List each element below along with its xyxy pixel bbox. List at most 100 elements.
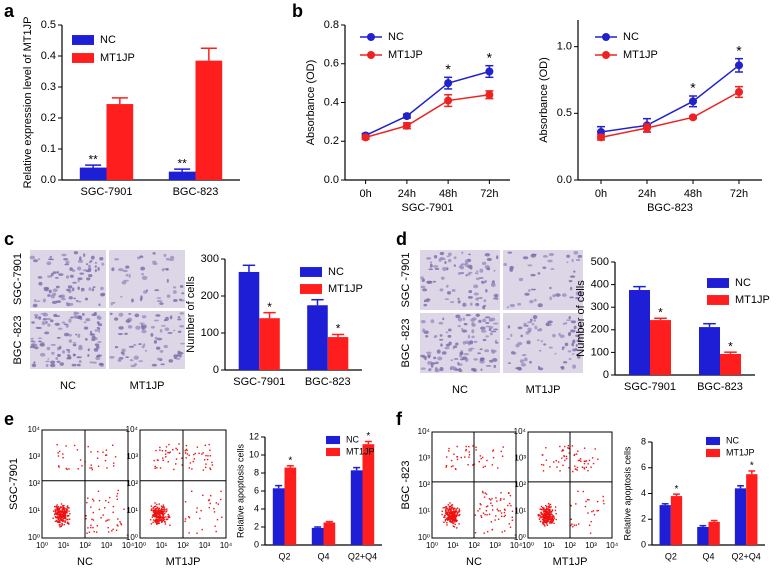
event-dot [93, 530, 95, 533]
event-dot [547, 517, 549, 519]
event-dot [564, 459, 566, 462]
cell-stain [549, 286, 552, 290]
event-dot [63, 504, 65, 507]
panel-label: d [396, 229, 407, 249]
event-dot [59, 516, 61, 518]
event-dot [449, 516, 451, 519]
event-dot [64, 514, 67, 517]
event-dot [464, 456, 466, 458]
cell-stain [85, 269, 92, 273]
event-dot [169, 451, 171, 453]
event-dot [163, 506, 165, 508]
event-dot [168, 516, 171, 518]
flow-tick-label: 10¹ [418, 507, 430, 516]
event-dot [592, 510, 595, 512]
cell-stain [73, 297, 77, 300]
flow-tick-label: 10³ [126, 452, 138, 461]
event-dot [68, 518, 71, 520]
cell-stain [46, 346, 51, 351]
event-dot [150, 508, 153, 510]
event-dot [112, 511, 114, 514]
bar [259, 318, 280, 370]
event-dot [545, 511, 548, 513]
event-dot [153, 459, 155, 462]
cell-stain [420, 320, 426, 324]
cell-stain [77, 333, 81, 338]
cell-stain [87, 354, 90, 357]
event-dot [544, 518, 546, 521]
event-dot [63, 523, 65, 526]
event-dot [59, 507, 61, 509]
legend-swatch [326, 447, 340, 457]
event-dot [504, 509, 506, 511]
cell-stain [67, 355, 72, 360]
event-dot [546, 524, 549, 526]
event-dot [191, 468, 193, 470]
cell-stain [143, 343, 146, 347]
event-dot [52, 517, 54, 520]
event-dot [544, 513, 547, 516]
event-dot [449, 508, 451, 511]
cell-stain [94, 261, 98, 264]
x-tick-label: BGC-823 [697, 381, 743, 393]
cell-stain [114, 317, 119, 321]
cell-stain [154, 336, 158, 340]
event-dot [475, 449, 477, 451]
event-dot [545, 447, 547, 449]
event-dot [544, 525, 546, 527]
cell-stain [173, 329, 176, 332]
cell-stain [450, 359, 453, 362]
cell-stain [570, 320, 577, 324]
event-dot [81, 465, 83, 467]
legend-label: MT1JP [328, 283, 363, 295]
cell-stain [47, 275, 52, 278]
bar [168, 171, 196, 180]
significance-mark: * [487, 49, 493, 65]
event-dot [570, 504, 572, 507]
cell-stain [124, 332, 128, 335]
event-dot [63, 507, 65, 509]
event-dot [590, 466, 592, 468]
cell-stain [447, 291, 452, 295]
cell-stain [95, 337, 98, 340]
cell-stain [160, 325, 166, 327]
flow-tick-label: 10¹ [126, 506, 138, 515]
cell-stain [485, 325, 491, 328]
event-dot [56, 508, 59, 511]
event-dot [575, 453, 578, 455]
event-dot [549, 520, 551, 523]
event-dot [444, 514, 446, 517]
cell-stain [99, 256, 104, 261]
event-dot [67, 505, 69, 507]
event-dot [66, 519, 68, 521]
cell-stain [475, 302, 480, 307]
event-dot [509, 526, 512, 528]
cell-stain [572, 339, 576, 344]
event-dot [167, 460, 169, 463]
event-dot [154, 511, 156, 514]
event-dot [548, 510, 551, 512]
event-dot [602, 500, 605, 502]
event-dot [496, 500, 498, 502]
cell-stain [493, 364, 496, 368]
cell-stain [528, 289, 531, 293]
y-tick-label: 400 [591, 279, 609, 291]
cell-stain [38, 281, 43, 286]
cell-stain [31, 321, 35, 324]
event-dot [553, 522, 555, 524]
x-tick-label: BGC-823 [305, 376, 351, 388]
cell-stain [578, 255, 581, 259]
event-dot [191, 490, 193, 493]
event-dot [567, 444, 570, 447]
event-dot [494, 519, 496, 521]
legend-swatch [72, 35, 94, 45]
cell-stain [34, 299, 37, 303]
event-dot [452, 511, 455, 513]
event-dot [162, 459, 164, 461]
event-dot [445, 511, 447, 513]
cell-stain [152, 252, 156, 255]
legend-label: NC [726, 435, 739, 445]
event-dot [162, 515, 164, 517]
x-tick-label: 48h [684, 188, 702, 200]
event-dot [159, 517, 162, 519]
